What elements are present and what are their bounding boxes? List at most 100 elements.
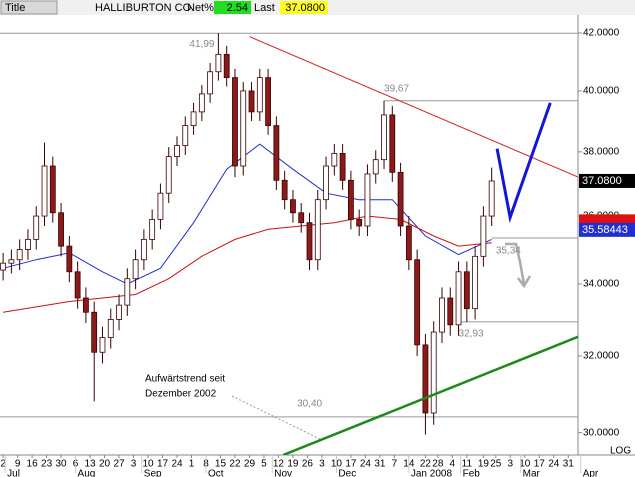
level-label: 39,67 xyxy=(384,83,409,94)
x-tick-label: 22 xyxy=(420,459,432,470)
candle-body xyxy=(198,93,205,113)
month-label: Apr xyxy=(583,469,599,477)
candle-body xyxy=(99,337,106,353)
x-tick-label: 25 xyxy=(490,459,502,470)
candle-body xyxy=(430,331,437,414)
x-tick-label: 24 xyxy=(171,459,183,470)
month-label: Feb xyxy=(463,469,481,477)
scale-label: LOG xyxy=(610,446,631,457)
candle-body xyxy=(240,90,247,167)
candle-body xyxy=(397,171,404,227)
annotation: Dezember 2002 xyxy=(145,389,217,400)
header: Title HALLIBURTON CO Net% 2.54 Last 37.0… xyxy=(0,0,635,15)
y-tick-label: 40.0000 xyxy=(583,86,620,97)
candle-body xyxy=(223,53,230,79)
candle-body xyxy=(58,212,64,247)
candle-body xyxy=(107,319,114,338)
candle-body xyxy=(364,173,371,227)
candle-body xyxy=(248,90,255,113)
x-tick-label: 2 xyxy=(0,459,6,470)
candle-body xyxy=(91,311,98,353)
x-tick-label: 1 xyxy=(189,459,195,470)
month-label: Nov xyxy=(274,469,292,477)
month-label: Jan 2008 xyxy=(411,469,453,477)
y-tick-label: 30.0000 xyxy=(583,427,620,438)
candle-body xyxy=(314,199,321,261)
x-tick-label: 23 xyxy=(41,459,53,470)
y-tick-label: 42.0000 xyxy=(583,28,620,39)
candle-body xyxy=(165,156,172,194)
month-label: Oct xyxy=(208,469,224,477)
level-label: 41,99 xyxy=(189,39,214,50)
x-tick-label: 17 xyxy=(157,459,169,470)
candle-body xyxy=(405,225,412,261)
candle-body xyxy=(190,111,197,126)
x-tick-label: 9 xyxy=(15,459,21,470)
candle-body xyxy=(381,114,387,161)
candle-body xyxy=(347,179,354,220)
alt-arrow-head xyxy=(517,275,532,289)
candle-body xyxy=(422,344,429,414)
x-tick-label: 24 xyxy=(360,459,372,470)
candle-body xyxy=(215,53,222,73)
annotation: Aufwärtstrend seit xyxy=(145,374,225,385)
last-cell xyxy=(280,1,328,14)
title-text: Title xyxy=(5,2,25,14)
level-label: 30,40 xyxy=(297,399,322,410)
candle-body xyxy=(8,259,15,264)
candle-body xyxy=(132,259,139,280)
x-tick-label: 28 xyxy=(432,459,444,470)
candle-body xyxy=(0,262,7,271)
candle-body xyxy=(439,297,445,333)
month-label: Sep xyxy=(144,469,162,477)
candle-body xyxy=(256,77,263,113)
candle-body xyxy=(74,271,81,299)
month-label: Aug xyxy=(78,469,96,477)
candle-body xyxy=(265,77,271,126)
candle-body xyxy=(149,218,156,240)
x-tick-label: 19 xyxy=(287,459,299,470)
candle-body xyxy=(140,238,147,261)
month-label: Jul xyxy=(7,469,20,477)
candle-body xyxy=(290,199,296,214)
x-tick-label: 27 xyxy=(113,459,125,470)
annotation-pointer xyxy=(231,395,323,441)
candle-body xyxy=(331,153,338,167)
candle-body xyxy=(174,145,180,157)
price-tag xyxy=(579,173,635,188)
last-label: Last xyxy=(254,2,275,14)
net-value: 2.54 xyxy=(227,2,248,14)
candle-body xyxy=(323,165,329,201)
candle-body xyxy=(25,238,31,250)
x-tick-label: 11 xyxy=(462,459,473,470)
x-tick-label: 12 xyxy=(273,459,285,470)
candle-body xyxy=(281,179,288,201)
x-tick-label: 31 xyxy=(563,459,575,470)
x-tick-label: 13 xyxy=(84,459,96,470)
candle-body xyxy=(83,297,89,313)
trendline xyxy=(495,102,552,224)
candle-body xyxy=(16,249,23,261)
candle-body xyxy=(157,192,164,220)
candle-body xyxy=(306,222,313,261)
candle-body xyxy=(232,77,238,167)
x-tick-label: 5 xyxy=(261,459,267,470)
x-tick-label: 3 xyxy=(319,459,325,470)
alt-arrow xyxy=(505,242,526,285)
candle-body xyxy=(116,304,122,320)
candle-body xyxy=(124,278,131,306)
trendline xyxy=(282,335,578,455)
y-tick-label: 32.0000 xyxy=(583,351,620,362)
candle-body xyxy=(463,271,470,310)
x-tick-label: 3 xyxy=(508,459,514,470)
candle-body xyxy=(49,165,56,214)
candle-body xyxy=(273,125,280,181)
x-tick-label: 15 xyxy=(215,459,227,470)
candle-body xyxy=(66,245,73,273)
title-cell[interactable] xyxy=(0,0,58,15)
candle-body xyxy=(356,218,363,227)
x-tick-label: 19 xyxy=(478,459,490,470)
candle-body xyxy=(33,215,40,240)
y-tick-label: 34.0000 xyxy=(583,279,620,290)
